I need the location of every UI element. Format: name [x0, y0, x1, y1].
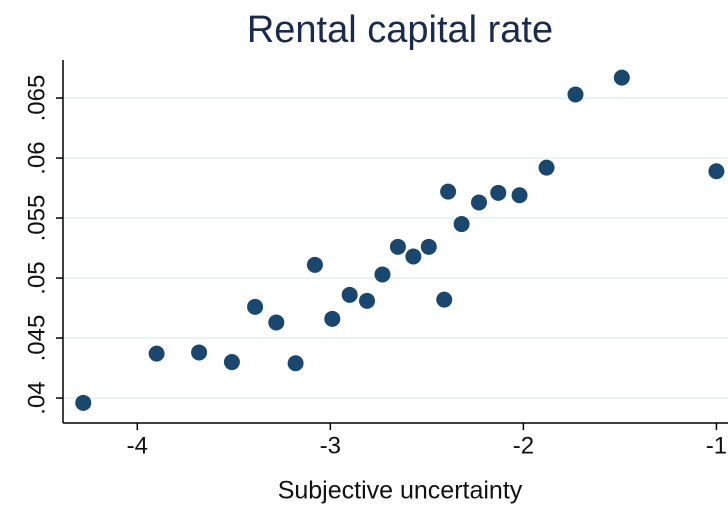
point	[191, 344, 208, 361]
point	[306, 256, 323, 273]
point	[287, 355, 304, 372]
point	[148, 345, 165, 362]
x-tick-label: -1	[706, 432, 727, 459]
x-tick-label: -3	[320, 432, 341, 459]
point	[359, 292, 376, 309]
point	[420, 238, 437, 255]
y-tick-label: .045	[23, 315, 50, 362]
x-axis-label: Subjective uncertainty	[278, 477, 523, 505]
point	[268, 314, 285, 331]
points	[75, 69, 725, 411]
point	[538, 159, 555, 176]
y-tick-label: .065	[23, 75, 50, 122]
point	[440, 183, 457, 200]
point	[708, 163, 725, 180]
y-tick-label: .05	[23, 261, 50, 294]
point	[341, 286, 358, 303]
axes: .04 .045 .05 .055 .06 .065 -4 -3 -2 -1	[23, 60, 728, 459]
point	[511, 187, 528, 204]
grid	[63, 97, 728, 399]
x-tick-label: -4	[127, 432, 148, 459]
y-tick-label: .055	[23, 195, 50, 242]
chart-title: Rental capital rate	[247, 9, 553, 51]
x-tick-label: -2	[513, 432, 534, 459]
point	[75, 394, 92, 411]
point	[436, 291, 453, 308]
point	[247, 298, 264, 315]
point	[613, 69, 630, 86]
point	[324, 310, 341, 327]
point	[490, 184, 507, 201]
y-tick-label: .06	[23, 141, 50, 174]
point	[223, 354, 240, 371]
point	[405, 248, 422, 265]
point	[453, 216, 470, 233]
point	[470, 194, 487, 211]
point	[374, 266, 391, 283]
y-tick-label: .04	[23, 381, 50, 414]
point	[389, 238, 406, 255]
point	[567, 86, 584, 103]
